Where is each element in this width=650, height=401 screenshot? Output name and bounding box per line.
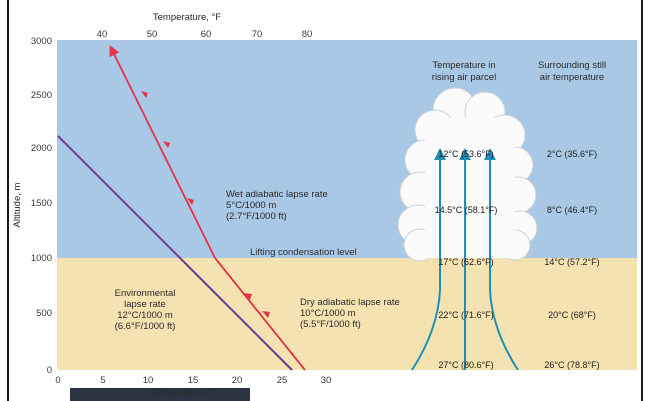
parcel-header-line-1: Temperature in	[432, 60, 495, 71]
bottom-axis-title: Temperature, °C	[150, 387, 219, 398]
surrounding-header-line-1: Surrounding still	[538, 60, 606, 71]
env-annotation-line-2: lapse rate	[124, 299, 166, 310]
rising-air-arrow-icon	[411, 148, 446, 371]
parcel-header-line-2: rising air parcel	[432, 72, 496, 83]
y-tick-1500: 1500	[31, 198, 52, 209]
parcel-temp-1000m: 17°C (62.6°F)	[438, 257, 493, 267]
x-tick-15: 15	[188, 375, 199, 386]
y-tick-3000: 3000	[31, 36, 52, 47]
wet-marker-1	[187, 198, 194, 205]
dry-annotation-line-1: Dry adiabatic lapse rate	[300, 297, 400, 308]
cumulus-cloud-icon	[397, 87, 538, 262]
lapse-arrow-markers	[141, 91, 270, 318]
f-tick-labels: 40 50 60 70 80	[97, 29, 313, 40]
surrounding-temp-500m: 20°C (68°F)	[548, 310, 596, 320]
left-axis-title: Altitude, m	[12, 182, 23, 227]
rising-air-arrows	[411, 148, 519, 371]
wet-annotation-line-2: 5°C/1000 m	[226, 200, 276, 211]
dry-annotation-line-2: 10°C/1000 m	[300, 308, 356, 319]
dry-marker-2	[244, 293, 252, 300]
rising-air-arrow-icon	[484, 148, 519, 371]
sky-region	[57, 40, 637, 258]
x-tick-0: 0	[55, 375, 60, 386]
env-annotation-line-1: Environmental	[115, 288, 176, 299]
dry-marker-1	[262, 311, 270, 318]
y-tick-labels: 0 500 1000 1500 2000 2500 3000	[31, 36, 52, 376]
dry-adiabatic-line	[214, 257, 306, 371]
surrounding-temp-1500m: 8°C (46.4°F)	[547, 205, 597, 215]
x-tick-labels: 0 5 10 15 20 25 30	[55, 375, 331, 386]
env-annotation: Environmental lapse rate 12°C/1000 m (6.…	[115, 288, 176, 332]
surrounding-temperature-labels: 2°C (35.6°F) 8°C (46.4°F) 14°C (57.2°F) …	[544, 149, 599, 370]
lcl-label: Lifting condensation level	[250, 247, 357, 258]
y-tick-2000: 2000	[31, 143, 52, 154]
dry-annotation-line-3: (5.5°F/1000 ft)	[300, 319, 361, 330]
dry-annotation: Dry adiabatic lapse rate 10°C/1000 m (5.…	[300, 297, 400, 330]
cloud-body	[425, 118, 515, 258]
top-axis-title: Temperature, °F	[153, 12, 221, 23]
f-tick-80: 80	[302, 29, 313, 40]
wet-adiabatic-line	[109, 45, 216, 259]
wet-annotation: Wet adiabatic lapse rate 5°C/1000 m (2.7…	[226, 189, 328, 222]
surrounding-temp-1000m: 14°C (57.2°F)	[544, 257, 599, 267]
x-tick-20: 20	[232, 375, 243, 386]
f-tick-70: 70	[252, 29, 263, 40]
wet-annotation-line-1: Wet adiabatic lapse rate	[226, 189, 328, 200]
surrounding-temp-2000m: 2°C (35.6°F)	[547, 149, 597, 159]
y-tick-1000: 1000	[31, 253, 52, 264]
env-annotation-line-3: 12°C/1000 m	[117, 310, 173, 321]
wet-annotation-line-3: (2.7°F/1000 ft)	[226, 211, 287, 222]
parcel-temperature-labels: 12°C (53.6°F) 14.5°C (58.1°F) 17°C (62.6…	[435, 149, 498, 370]
parcel-temp-0m: 27°C (80.6°F)	[438, 360, 493, 370]
y-tick-500: 500	[36, 308, 52, 319]
f-tick-50: 50	[147, 29, 158, 40]
ground-region	[57, 258, 637, 370]
parcel-temp-500m: 22°C (71.6°F)	[438, 310, 493, 320]
parcel-temp-2000m: 12°C (53.6°F)	[438, 149, 493, 159]
y-tick-0: 0	[47, 365, 52, 376]
f-tick-40: 40	[97, 29, 108, 40]
env-annotation-line-4: (6.6°F/1000 ft)	[115, 321, 176, 332]
bottom-dark-strip	[70, 388, 250, 401]
wet-marker-3	[141, 91, 148, 98]
surrounding-header-line-2: air temperature	[540, 72, 604, 83]
environmental-lapse-line	[57, 135, 293, 371]
x-tick-10: 10	[143, 375, 154, 386]
f-tick-60: 60	[201, 29, 212, 40]
x-tick-5: 5	[100, 375, 105, 386]
parcel-temp-1500m: 14.5°C (58.1°F)	[435, 205, 498, 215]
surrounding-column-header: Surrounding still air temperature	[538, 60, 606, 83]
x-tick-30: 30	[321, 375, 332, 386]
x-tick-25: 25	[277, 375, 288, 386]
wet-marker-2	[163, 141, 170, 148]
y-tick-2500: 2500	[31, 90, 52, 101]
surrounding-temp-0m: 26°C (78.8°F)	[544, 360, 599, 370]
parcel-column-header: Temperature in rising air parcel	[432, 60, 496, 83]
